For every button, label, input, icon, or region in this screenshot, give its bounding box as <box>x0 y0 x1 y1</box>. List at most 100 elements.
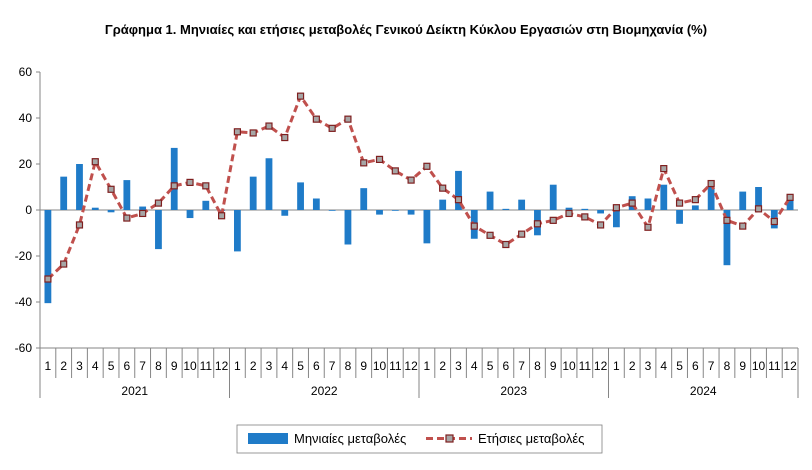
line-point <box>423 162 431 170</box>
x-tick-label: 10 <box>373 359 387 373</box>
bar <box>249 176 257 210</box>
line-point <box>612 204 621 212</box>
bar <box>312 198 320 210</box>
x-tick-label: 4 <box>660 359 667 373</box>
line-point <box>44 275 52 283</box>
bar <box>360 188 368 210</box>
monthly-bars <box>44 147 794 304</box>
x-tick-label: 8 <box>155 359 162 373</box>
x-tick-label: 7 <box>518 359 525 373</box>
line-point <box>518 230 526 238</box>
bar <box>786 198 794 210</box>
line-point <box>533 220 542 228</box>
x-tick-label: 8 <box>345 359 352 373</box>
line-point <box>139 209 147 218</box>
line-point <box>186 178 194 186</box>
bar <box>439 199 447 210</box>
line-point <box>91 158 99 166</box>
x-tick-label: 12 <box>404 359 418 373</box>
y-tick-label: 20 <box>19 157 33 171</box>
bar <box>518 199 526 210</box>
bar <box>423 210 431 244</box>
line-point <box>454 196 463 204</box>
bar <box>707 184 715 210</box>
line-point <box>60 260 68 268</box>
line-point <box>218 212 226 220</box>
chart-title: Γράφημα 1. Μηνιαίες και ετήσιες μεταβολέ… <box>105 22 707 37</box>
line-point <box>565 209 573 218</box>
line-point <box>154 199 163 207</box>
x-tick-label: 8 <box>724 359 731 373</box>
legend-line-label: Ετήσιες μεταβολές <box>478 431 584 446</box>
legend-bar-label: Μηνιαίες μεταβολές <box>294 431 406 446</box>
bar <box>155 210 162 250</box>
x-tick-label: 10 <box>183 359 197 373</box>
line-point <box>675 199 684 207</box>
bar <box>455 170 462 210</box>
bar <box>376 210 383 215</box>
annual-line-path <box>46 94 792 281</box>
bar <box>660 184 668 210</box>
line-point <box>549 216 557 224</box>
bar <box>407 210 415 215</box>
x-tick-label: 12 <box>783 359 797 373</box>
bar <box>76 164 83 210</box>
line-point <box>281 133 289 142</box>
bar <box>755 187 762 210</box>
x-tick-label: 7 <box>708 359 715 373</box>
y-tick-label: 60 <box>19 65 33 79</box>
bar <box>581 208 589 210</box>
x-tick-label: 6 <box>503 359 510 373</box>
x-tick-label: 9 <box>739 359 746 373</box>
line-point <box>628 199 636 207</box>
line-point <box>660 165 668 173</box>
x-axis: 1 2 3 4 5 6 7 8 9 10 11 12 1 2 3 4 5 6 7 8 9 10 11 12 1 2 3 4 5 6 7 8 9 1… <box>39 347 799 398</box>
bar <box>565 207 573 210</box>
x-tick-label: 12 <box>594 359 608 373</box>
x-tick-label: 11 <box>200 359 213 373</box>
bar <box>123 180 131 210</box>
bar <box>613 210 620 228</box>
line-point <box>581 213 589 221</box>
legend-bar-swatch <box>248 433 288 444</box>
bar <box>391 210 399 211</box>
year-label: 2023 <box>500 384 527 398</box>
line-point <box>328 124 336 132</box>
x-tick-label: 9 <box>360 359 367 373</box>
bar <box>597 210 604 214</box>
x-tick-label: 4 <box>281 359 288 373</box>
line-point <box>391 167 399 175</box>
bar <box>644 198 652 210</box>
y-tick-label: -60 <box>15 341 33 355</box>
line-point <box>265 122 273 130</box>
y-tick-label: 40 <box>19 111 33 125</box>
bar <box>91 207 99 210</box>
line-point <box>312 115 320 123</box>
line-point <box>739 222 747 230</box>
legend: Μηνιαίες μεταβολές Ετήσιες μεταβολές <box>236 424 603 454</box>
x-tick-label: 9 <box>171 359 178 373</box>
line-point <box>439 184 447 192</box>
x-tick-label: 11 <box>768 359 781 373</box>
line-point <box>707 179 715 188</box>
line-point <box>770 217 778 226</box>
year-label: 2024 <box>690 384 717 398</box>
bar <box>139 206 147 210</box>
bar <box>170 147 178 210</box>
x-tick-label: 6 <box>692 359 699 373</box>
line-point <box>723 216 731 224</box>
bar <box>186 210 194 219</box>
bar <box>676 210 683 224</box>
line-point <box>691 196 699 204</box>
line-point <box>249 129 257 137</box>
y-tick-label: 0 <box>25 203 32 217</box>
bar <box>60 176 68 210</box>
x-tick-label: 11 <box>579 359 592 373</box>
line-point <box>344 115 352 123</box>
x-tick-label: 5 <box>487 359 494 373</box>
y-axis-ticks: 60 40 20 0 -20 -40 -60 <box>15 65 40 355</box>
bar <box>107 210 115 213</box>
line-point <box>360 159 368 167</box>
x-tick-label: 2 <box>60 359 67 373</box>
x-tick-label: 7 <box>329 359 336 373</box>
